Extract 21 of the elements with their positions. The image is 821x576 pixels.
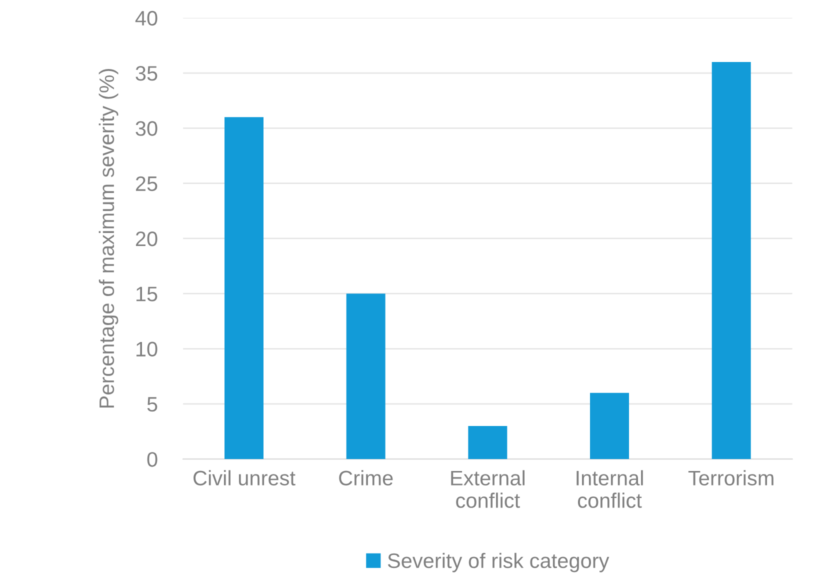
x-tick-label: External conflict	[451, 470, 524, 508]
x-tick-label: Civil unrest	[194, 470, 296, 486]
bar	[346, 294, 386, 460]
y-tick-label: 40	[135, 10, 158, 26]
x-tick-label: Crime	[339, 470, 393, 486]
y-tick-label: 30	[136, 121, 158, 136]
bar	[468, 426, 508, 460]
y-tick-label: 20	[136, 231, 158, 246]
y-tick-label: 10	[136, 342, 158, 357]
y-axis-title: Percentage of maximum severity (%)	[98, 68, 118, 408]
legend-label: Severity of risk category	[388, 552, 610, 572]
y-tick-label: 0	[147, 452, 158, 467]
bar	[712, 62, 751, 460]
bar	[590, 392, 630, 460]
y-tick-label: 15	[136, 286, 158, 302]
x-tick-label: Internal conflict	[576, 470, 643, 508]
bar	[224, 117, 264, 460]
x-tick-label: Terrorism	[688, 470, 774, 486]
y-tick-label: 25	[136, 176, 158, 192]
y-tick-label: 5	[147, 397, 158, 412]
y-tick-label: 35	[136, 66, 158, 81]
